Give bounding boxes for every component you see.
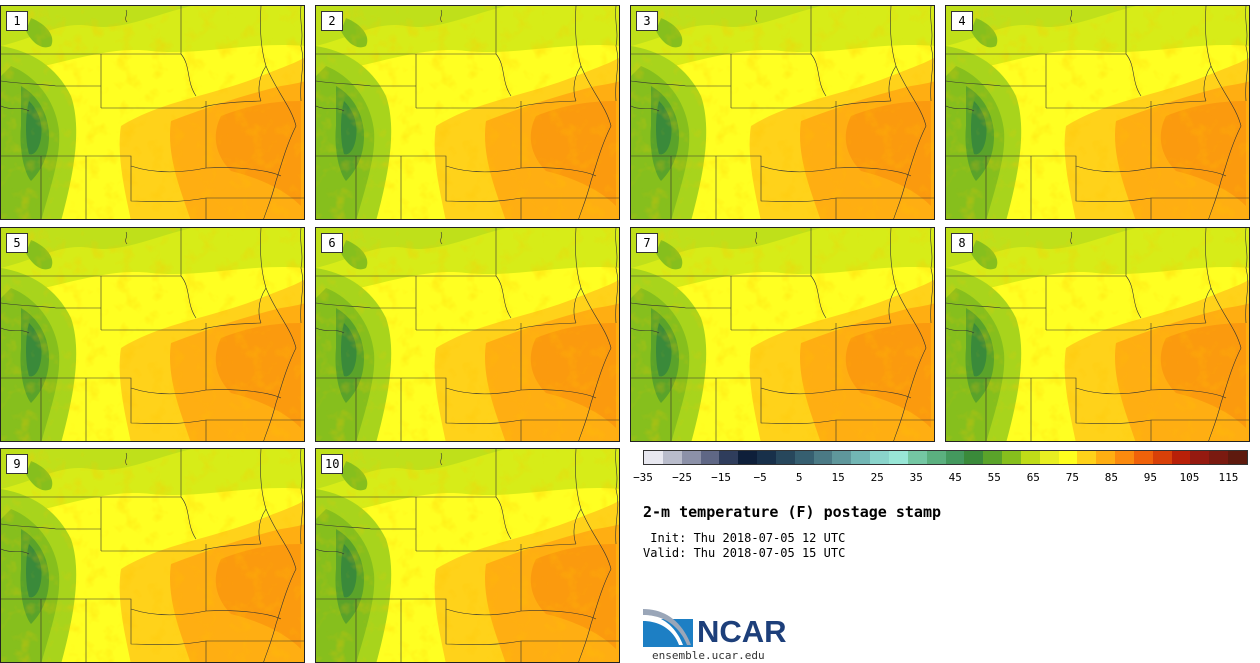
color-segment-28: [1171, 451, 1191, 464]
color-segment-31: [1228, 451, 1247, 464]
color-segment-14: [907, 451, 927, 464]
temperature-map: [316, 6, 620, 220]
tick-label: −5: [753, 471, 767, 484]
color-segment-18: [983, 451, 1003, 464]
color-scale-ticks: −35 −25 −15 −5 5 15 25 35 45 55 65 75 85 95 105 115: [633, 471, 1258, 485]
tick-label: 45: [948, 471, 962, 484]
color-segment-23: [1077, 451, 1097, 464]
color-segment-2: [681, 451, 701, 464]
member-map-1: 1: [0, 5, 305, 220]
tick-label: 85: [1104, 471, 1118, 484]
tick-label: −35: [633, 471, 653, 484]
member-label: 9: [6, 454, 28, 474]
color-segment-15: [926, 451, 946, 464]
color-segment-3: [700, 451, 720, 464]
temperature-map: [316, 228, 620, 442]
website-url: ensemble.ucar.edu: [652, 649, 765, 662]
member-map-8: 8: [945, 227, 1250, 442]
color-segment-8: [794, 451, 814, 464]
member-label: 8: [951, 233, 973, 253]
tick-label: 55: [987, 471, 1001, 484]
tick-label: 65: [1026, 471, 1040, 484]
tick-label: 115: [1218, 471, 1239, 484]
color-segment-13: [888, 451, 908, 464]
member-map-5: 5: [0, 227, 305, 442]
color-segment-25: [1115, 451, 1134, 464]
color-segment-9: [813, 451, 833, 464]
member-label: 10: [321, 454, 344, 474]
temperature-map: [1, 6, 305, 220]
temperature-map: [631, 6, 935, 220]
color-segment-16: [945, 451, 965, 464]
temperature-map: [1, 449, 305, 663]
temperature-map: [946, 6, 1250, 220]
valid-time: Valid: Thu 2018-07-05 15 UTC: [643, 546, 846, 560]
member-map-9: 9: [0, 448, 305, 663]
color-segment-22: [1058, 451, 1078, 464]
color-segment-4: [719, 451, 739, 464]
color-segment-20: [1020, 451, 1040, 464]
temperature-map: [316, 449, 620, 663]
color-segment-6: [757, 451, 776, 464]
color-segment-24: [1096, 451, 1116, 464]
temperature-map: [946, 228, 1250, 442]
tick-label: 95: [1143, 471, 1158, 484]
color-segment-27: [1152, 451, 1172, 464]
member-label: 5: [6, 233, 28, 253]
color-segment-30: [1209, 451, 1229, 464]
tick-label: 75: [1065, 471, 1079, 484]
color-segment-17: [964, 451, 984, 464]
color-segment-11: [851, 451, 871, 464]
color-segment-7: [775, 451, 795, 464]
tick-label: 5: [795, 471, 803, 484]
temperature-map: [1, 228, 305, 442]
tick-label: 105: [1179, 471, 1200, 484]
ncar-logo-text: NCAR: [697, 614, 787, 649]
temperature-map: [631, 228, 935, 442]
member-label: 4: [951, 11, 973, 31]
color-segment-5: [738, 451, 758, 464]
member-label: 1: [6, 11, 28, 31]
color-segment-10: [832, 451, 852, 464]
tick-label: −15: [711, 471, 731, 484]
member-label: 7: [636, 233, 658, 253]
tick-label: 25: [870, 471, 884, 484]
tick-label: 15: [831, 471, 845, 484]
init-time: Init: Thu 2018-07-05 12 UTC: [643, 531, 846, 545]
member-label: 3: [636, 11, 658, 31]
figure-title: 2-m temperature (F) postage stamp: [643, 503, 942, 521]
color-segment-0: [644, 451, 663, 464]
tick-label: −25: [672, 471, 692, 484]
color-segment-19: [1002, 451, 1021, 464]
member-map-4: 4: [945, 5, 1250, 220]
color-scale-bar: [643, 450, 1248, 465]
member-map-10: 10: [315, 448, 620, 663]
color-segment-12: [870, 451, 889, 464]
color-segment-21: [1039, 451, 1059, 464]
member-map-2: 2: [315, 5, 620, 220]
member-label: 2: [321, 11, 343, 31]
member-map-7: 7: [630, 227, 935, 442]
ncar-logo-icon: [643, 609, 693, 647]
color-segment-1: [662, 451, 682, 464]
color-segment-26: [1133, 451, 1153, 464]
color-segment-29: [1190, 451, 1210, 464]
tick-label: 35: [909, 471, 923, 484]
member-map-6: 6: [315, 227, 620, 442]
member-map-3: 3: [630, 5, 935, 220]
member-label: 6: [321, 233, 343, 253]
